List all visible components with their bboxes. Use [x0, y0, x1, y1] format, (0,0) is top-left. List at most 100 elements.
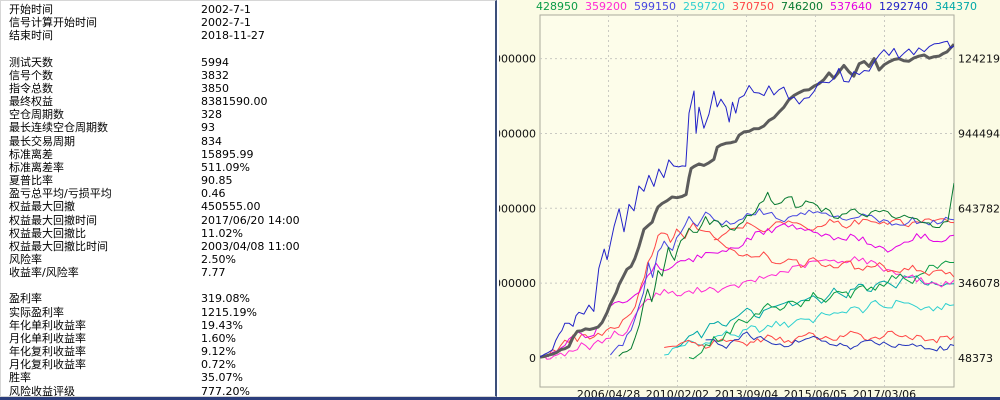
- stat-label: 信号计算开始时间: [9, 16, 97, 30]
- series-line-red-a: [540, 222, 954, 358]
- series-line-cyan-b: [676, 275, 954, 348]
- stat-row: 标准离差率 511.09%: [1, 161, 495, 174]
- stat-value: 8381590.00: [201, 95, 268, 109]
- stat-row: 风险收益评级 777.20%: [1, 384, 495, 397]
- stat-label: 风险收益评级: [9, 384, 75, 397]
- stat-label: 最终权益: [9, 95, 53, 109]
- left-axis-label: 0: [529, 352, 536, 365]
- legend-value: 259720: [683, 0, 725, 13]
- stat-value: 2018-11-27: [201, 29, 265, 43]
- legend-value: 428950: [536, 0, 578, 13]
- series-line-magenta-a: [540, 256, 954, 360]
- stat-value: 5994: [201, 55, 229, 69]
- stat-value: 2002-7-1: [201, 16, 251, 30]
- stat-value: 2003/04/08 11:00: [201, 239, 300, 253]
- stat-label: 信号个数: [9, 68, 53, 82]
- stat-value: 777.20%: [201, 384, 250, 397]
- left-axis-label: 2000000: [499, 277, 536, 290]
- stat-row: 标准离差 15895.99: [1, 148, 495, 161]
- stat-value: 9.12%: [201, 345, 236, 359]
- stat-label: 夏普比率: [9, 174, 53, 188]
- stat-row: 盈亏总平均/亏损平均 0.46: [1, 187, 495, 200]
- stat-value: 3832: [201, 68, 229, 82]
- stat-row: 年化复利收益率 9.12%: [1, 345, 495, 358]
- stat-label: 月化复利收益率: [9, 358, 86, 372]
- stat-value: 319.08%: [201, 292, 250, 306]
- stat-value: 35.07%: [201, 371, 243, 385]
- stat-value: 15895.99: [201, 147, 254, 161]
- series-line-red-b: [713, 218, 954, 241]
- stat-value: 1.60%: [201, 331, 236, 345]
- stat-row: 开始时间 2002-7-1: [1, 3, 495, 16]
- stat-label: 盈利率: [9, 292, 42, 306]
- legend-value: 599150: [634, 0, 676, 13]
- stat-label: 年化复利收益率: [9, 345, 86, 359]
- series-line-blue-a: [610, 208, 954, 356]
- stat-label: 年化单利收益率: [9, 318, 86, 332]
- stat-row: 指令总数 3850: [1, 82, 495, 95]
- stat-value: 0.46: [201, 187, 226, 201]
- window-bottom-bar: [0, 397, 1000, 400]
- stat-row: 年化单利收益率 19.43%: [1, 319, 495, 332]
- legend-value: 344370: [935, 0, 977, 13]
- chart-panel: 428950 359200 599150 259720 370750 746200 5376…: [499, 0, 1000, 400]
- stat-label: 空仓周期数: [9, 108, 64, 122]
- stat-value: 328: [201, 108, 222, 122]
- stat-value: 19.43%: [201, 318, 243, 332]
- left-axis-label: 6000000: [499, 127, 536, 140]
- right-axis-label: 643782: [958, 202, 1000, 215]
- stat-label: 标准离差率: [9, 160, 64, 174]
- stat-value: 511.09%: [201, 160, 250, 174]
- right-axis-label: 346078: [958, 277, 1000, 290]
- stat-label: 测试天数: [9, 55, 53, 69]
- stat-row: 权益最大回撤 450555.00: [1, 200, 495, 213]
- stat-row: 月化复利收益率 0.72%: [1, 358, 495, 371]
- stat-label: 月化单利收益率: [9, 331, 86, 345]
- legend-value: 359200: [585, 0, 627, 13]
- stat-value: 0.72%: [201, 358, 236, 372]
- stat-label: 最长交易周期: [9, 134, 75, 148]
- stat-label: 盈亏总平均/亏损平均: [9, 187, 112, 201]
- stat-row: 信号个数 3832: [1, 69, 495, 82]
- stat-row: 最长交易周期 834: [1, 135, 495, 148]
- stat-row: 盈利率 319.08%: [1, 292, 495, 305]
- legend-value: 537640: [830, 0, 872, 13]
- stat-label: 胜率: [9, 371, 31, 385]
- stat-row: 权益最大回撤时间 2017/06/20 14:00: [1, 214, 495, 227]
- series-line-green-a: [688, 260, 954, 360]
- stat-label: 风险率: [9, 252, 42, 266]
- stat-row: 月化单利收益率 1.60%: [1, 332, 495, 345]
- stat-value: 2.50%: [201, 252, 236, 266]
- right-axis-label: 944494: [958, 127, 1000, 140]
- equity-chart-svg[interactable]: 0 2000000 4000000 6000000 8000000 48373 346078…: [499, 0, 1000, 400]
- stat-row: 收益率/风险率 7.77: [1, 266, 495, 279]
- chart-legend: 428950 359200 599150 259720 370750 746200 5376…: [536, 0, 977, 13]
- stat-value: 7.77: [201, 266, 226, 280]
- series-line-green-b: [618, 182, 954, 357]
- series-line-blue-b: [540, 40, 954, 358]
- right-axis-label: 48373: [958, 352, 993, 365]
- series-line-total-equity: [540, 43, 954, 359]
- stat-label: 权益最大回撤比: [9, 226, 86, 240]
- left-axis-label: 8000000: [499, 53, 536, 66]
- stat-value: 1215.19%: [201, 305, 257, 319]
- stat-label: 实际盈利率: [9, 305, 64, 319]
- stat-row: [1, 279, 495, 292]
- stat-label: 收益率/风险率: [9, 266, 79, 280]
- stat-row: 权益最大回撤比时间 2003/04/08 11:00: [1, 240, 495, 253]
- stat-value: 93: [201, 121, 215, 135]
- legend-value: 746200: [781, 0, 823, 13]
- stat-value: 3850: [201, 81, 229, 95]
- stat-value: 90.85: [201, 174, 233, 188]
- left-axis-label: 4000000: [499, 202, 536, 215]
- stat-value: 834: [201, 134, 222, 148]
- stat-label: 指令总数: [9, 81, 53, 95]
- stat-row: 结束时间 2018-11-27: [1, 29, 495, 42]
- stat-label: 标准离差: [9, 147, 53, 161]
- stat-row: 胜率 35.07%: [1, 371, 495, 384]
- stat-value: 2002-7-1: [201, 3, 251, 16]
- stat-label: [9, 42, 201, 55]
- stat-row: 测试天数 5994: [1, 56, 495, 69]
- legend-value: 1292740: [879, 0, 928, 13]
